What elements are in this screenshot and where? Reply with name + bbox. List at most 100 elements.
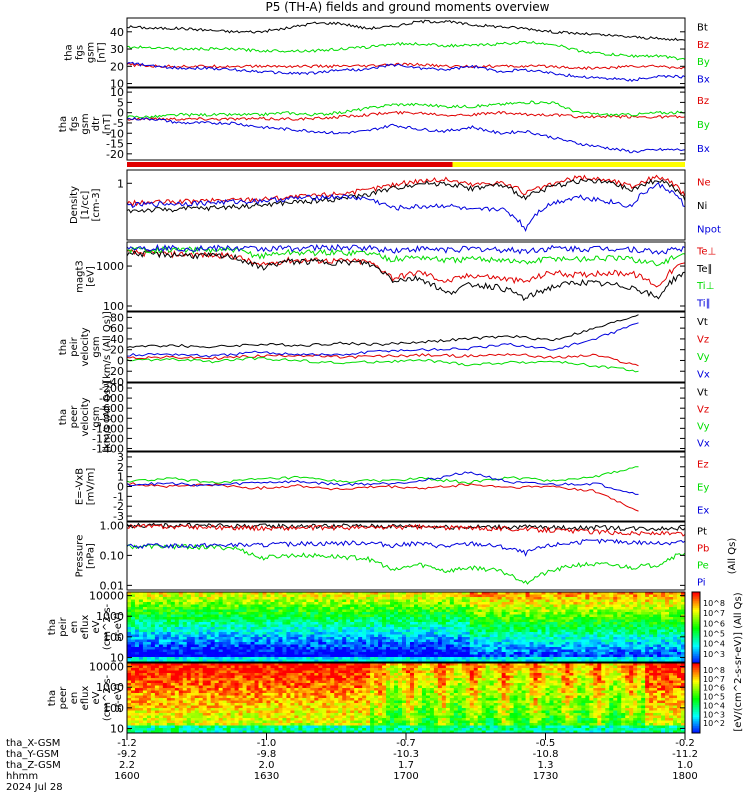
spectrogram-cell — [170, 639, 176, 643]
spectrogram-cell — [541, 659, 546, 663]
spectrogram-cell — [190, 695, 196, 699]
spectrogram-cell — [398, 604, 403, 608]
spectrogram-cell — [350, 659, 355, 663]
spectrogram-cell — [138, 680, 144, 684]
spectrogram-cell — [669, 604, 674, 608]
spectrogram-cell — [154, 597, 160, 600]
spectrogram-cell — [127, 703, 132, 706]
spectrogram-cell — [186, 698, 192, 701]
spectrogram-cell — [202, 663, 208, 666]
spectrogram-cell — [270, 632, 275, 635]
spectrogram-cell — [529, 652, 534, 655]
spectrogram-cell — [665, 602, 670, 605]
spectrogram-cell — [286, 649, 291, 653]
spectrogram-cell — [202, 614, 208, 618]
spectrogram-cell — [585, 634, 590, 638]
spectrogram-cell — [127, 592, 132, 595]
spectrogram-cell — [194, 725, 200, 729]
spectrogram-cell — [537, 624, 542, 628]
spectrogram-cell — [425, 612, 431, 615]
spectrogram-cell — [210, 612, 216, 615]
spectrogram-cell — [382, 614, 387, 618]
spectrogram-cell — [127, 602, 132, 605]
spectrogram-cell — [625, 649, 630, 653]
spectrogram-cell — [190, 624, 196, 628]
spectrogram-cell — [270, 599, 275, 603]
spectrogram-cell — [150, 652, 156, 655]
spectrogram-cell — [633, 622, 638, 625]
spectrogram-cell — [238, 612, 243, 615]
spectrogram-cell — [637, 597, 642, 600]
spectrogram-cell — [553, 657, 558, 660]
spectrogram-cell — [469, 604, 475, 608]
spectrogram-cell — [625, 594, 630, 598]
spectrogram-cell — [350, 614, 355, 618]
spectrogram-cell — [649, 614, 654, 618]
spectrogram-cell — [409, 637, 415, 640]
y-axis-label: (cm^2-s- — [102, 603, 113, 650]
spectrogram-cell — [314, 597, 319, 600]
spectrogram-cell — [138, 678, 144, 681]
spectrogram-cell — [657, 642, 662, 645]
spectrogram-cell — [593, 654, 598, 658]
spectrogram-cell — [541, 604, 546, 608]
spectrogram-cell — [226, 700, 232, 704]
spectrogram-cell — [246, 668, 251, 671]
spectrogram-cell — [222, 685, 228, 689]
spectrogram-cell — [417, 597, 423, 600]
spectrogram-cell — [573, 627, 578, 630]
spectrogram-cell — [186, 700, 192, 704]
spectrogram-cell — [142, 695, 148, 699]
spectrogram-cell — [282, 659, 287, 663]
spectrogram-cell — [318, 594, 323, 598]
spectrogram-cell — [262, 647, 267, 650]
spectrogram-cell — [334, 614, 339, 618]
spectrogram-cell — [406, 602, 411, 605]
spectrogram-cell — [589, 607, 594, 610]
spectrogram-cell — [589, 634, 594, 638]
spectrogram-cell — [190, 612, 196, 615]
spectrogram-cell — [509, 652, 515, 655]
spectrogram-cell — [186, 657, 192, 660]
spectrogram-cell — [162, 708, 168, 711]
spectrogram-cell — [661, 642, 666, 645]
spectrogram-cell — [138, 644, 144, 648]
spectrogram-cell — [238, 673, 243, 676]
spectrogram-cell — [605, 619, 610, 623]
spectrogram-cell — [342, 652, 347, 655]
spectrogram-cell — [398, 644, 403, 648]
spectrogram-cell — [294, 634, 299, 638]
spectrogram-cell — [445, 597, 451, 600]
spectrogram-cell — [565, 637, 570, 640]
spectrogram-cell — [298, 609, 303, 613]
spectrogram-cell — [461, 614, 467, 618]
spectrogram-cell — [398, 637, 403, 640]
spectrogram-cell — [370, 649, 375, 653]
spectrogram-cell — [437, 632, 443, 635]
spectrogram-cell — [469, 639, 475, 643]
spectrogram-cell — [190, 710, 196, 714]
spectrogram-cell — [234, 670, 239, 674]
spectrogram-cell — [178, 710, 184, 714]
spectrogram-cell — [226, 637, 232, 640]
spectrogram-cell — [513, 639, 518, 643]
spectrogram-cell — [473, 644, 479, 648]
spectrogram-cell — [617, 629, 622, 633]
spectrogram-cell — [222, 730, 228, 734]
spectrogram-cell — [142, 663, 148, 666]
spectrogram-cell — [378, 654, 383, 658]
spectrogram-cell — [653, 597, 658, 600]
spectrogram-cell — [254, 614, 259, 618]
spectrogram-cell — [346, 639, 351, 643]
spectrogram-cell — [278, 634, 283, 638]
spectrogram-peir_en_eflux — [127, 592, 686, 663]
spectrogram-cell — [142, 624, 148, 628]
spectrogram-cell — [210, 659, 216, 663]
y-tick-label: 80 — [110, 311, 124, 324]
spectrogram-cell — [473, 637, 479, 640]
spectrogram-cell — [174, 657, 180, 660]
spectrogram-cell — [489, 659, 495, 663]
spectrogram-cell — [457, 632, 463, 635]
spectrogram-cell — [226, 725, 232, 729]
spectrogram-cell — [174, 614, 180, 618]
